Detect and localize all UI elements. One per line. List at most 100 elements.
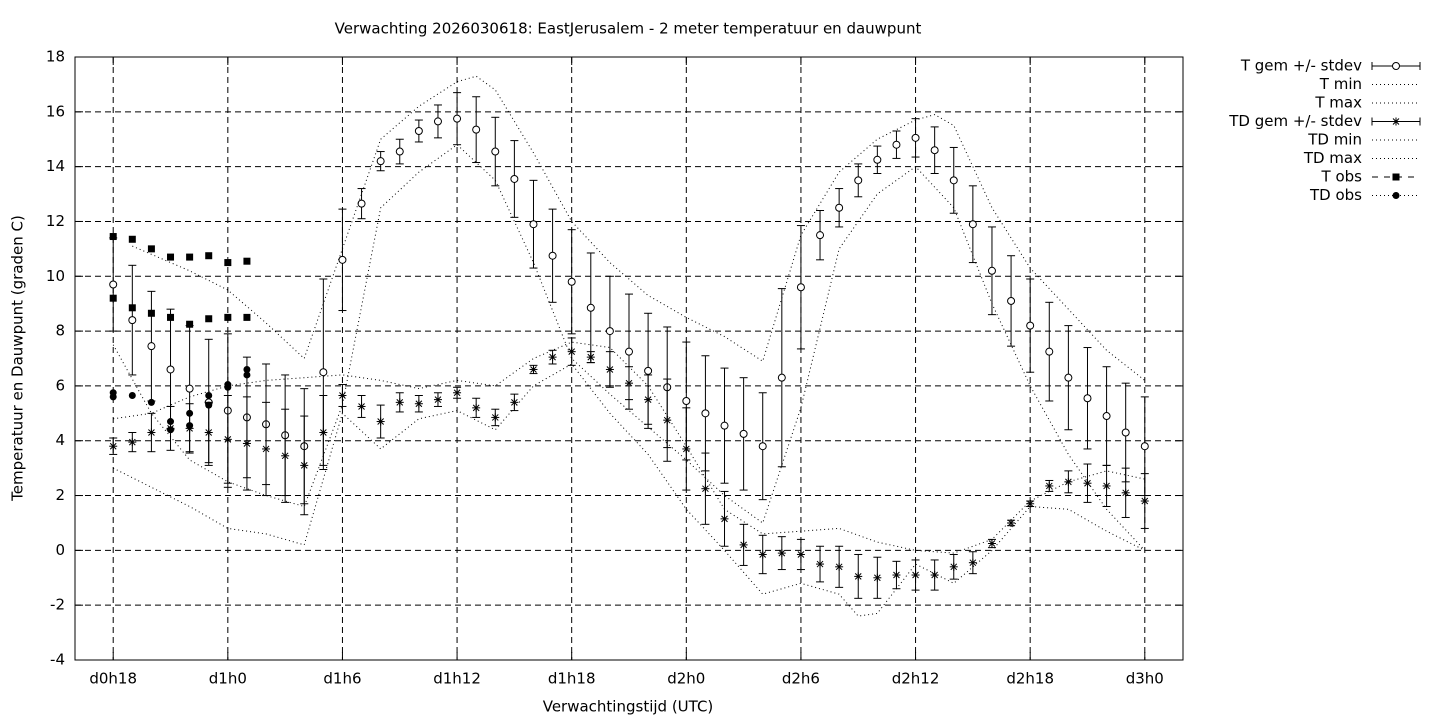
marker xyxy=(357,402,366,411)
marker xyxy=(1007,296,1016,305)
marker xyxy=(701,484,710,493)
legend-label: T max xyxy=(1314,94,1362,112)
marker xyxy=(510,174,519,183)
marker xyxy=(224,259,232,267)
x-tick-label: d1h0 xyxy=(209,670,247,688)
marker xyxy=(1392,117,1400,126)
marker xyxy=(453,388,462,397)
marker xyxy=(167,253,175,261)
marker xyxy=(414,399,423,408)
legend-label: T min xyxy=(1319,75,1362,93)
marker xyxy=(1026,499,1035,508)
marker xyxy=(873,573,882,582)
y-tick-label: 18 xyxy=(46,48,65,66)
marker xyxy=(109,393,117,401)
marker xyxy=(338,255,347,264)
line xyxy=(132,75,1146,381)
y-tick-label: 14 xyxy=(46,157,65,175)
marker xyxy=(395,398,404,407)
marker xyxy=(854,176,863,185)
marker xyxy=(338,391,347,400)
marker xyxy=(414,127,423,136)
marker xyxy=(472,403,481,412)
marker xyxy=(987,266,996,275)
marker xyxy=(167,426,175,434)
marker xyxy=(1102,412,1111,421)
marker xyxy=(758,550,767,559)
x-tick-label: d3h0 xyxy=(1126,670,1164,688)
marker xyxy=(968,220,977,229)
marker xyxy=(1140,497,1149,506)
y-axis-label: Temperatuur en Dauwpunt (graden C) xyxy=(9,215,27,502)
marker xyxy=(586,303,595,312)
marker xyxy=(644,395,653,404)
marker xyxy=(567,347,576,356)
marker xyxy=(796,283,805,292)
marker xyxy=(166,365,175,374)
marker xyxy=(128,235,136,243)
marker xyxy=(147,428,156,437)
marker xyxy=(1064,477,1073,486)
marker xyxy=(242,439,251,448)
marker xyxy=(243,257,251,265)
y-tick-label: 6 xyxy=(55,376,65,394)
marker xyxy=(433,117,442,126)
marker xyxy=(300,461,309,470)
marker xyxy=(816,560,825,569)
marker xyxy=(835,562,844,571)
marker xyxy=(472,125,481,134)
marker xyxy=(109,294,117,302)
marker xyxy=(319,428,328,437)
plot-frame xyxy=(74,56,1184,661)
marker xyxy=(625,347,633,356)
marker xyxy=(185,384,194,393)
marker xyxy=(1102,481,1111,490)
marker xyxy=(968,558,977,567)
marker xyxy=(873,155,882,164)
marker xyxy=(930,146,939,155)
marker xyxy=(605,365,614,374)
marker xyxy=(109,280,118,289)
x-tick-label: d0h18 xyxy=(89,670,137,688)
y-tick-label: 0 xyxy=(55,541,65,559)
marker xyxy=(128,316,137,325)
marker xyxy=(243,371,251,379)
marker xyxy=(1121,428,1130,437)
marker xyxy=(205,401,213,409)
marker xyxy=(128,438,137,447)
marker xyxy=(567,277,576,286)
marker xyxy=(510,398,519,407)
marker xyxy=(376,417,385,426)
marker xyxy=(720,514,729,523)
marker xyxy=(548,353,557,362)
x-axis-label: Verwachtingstijd (UTC) xyxy=(543,698,714,716)
legend-label: TD gem +/- stdev xyxy=(1228,112,1362,130)
marker xyxy=(548,251,557,260)
x-tick-label: d1h18 xyxy=(548,670,596,688)
marker xyxy=(243,365,251,373)
marker xyxy=(949,176,958,185)
marker xyxy=(109,442,118,451)
chart-title: Verwachting 2026030618: EastJerusalem - … xyxy=(335,20,922,38)
marker xyxy=(1392,173,1400,181)
marker xyxy=(357,199,366,208)
marker xyxy=(224,383,232,391)
marker xyxy=(243,313,251,321)
marker xyxy=(796,550,805,559)
marker xyxy=(1083,394,1092,403)
marker xyxy=(816,231,825,240)
y-tick-label: -2 xyxy=(50,596,65,614)
marker xyxy=(892,140,901,149)
y-tick-label: 4 xyxy=(55,431,65,449)
marker xyxy=(186,253,194,261)
marker xyxy=(147,342,156,351)
marker xyxy=(186,422,194,430)
marker xyxy=(205,252,213,260)
marker xyxy=(682,396,691,405)
marker xyxy=(205,392,213,400)
x-tick-label: d1h6 xyxy=(323,670,361,688)
marker xyxy=(777,373,786,382)
marker xyxy=(586,353,595,362)
marker xyxy=(529,365,538,374)
line xyxy=(112,144,1146,551)
